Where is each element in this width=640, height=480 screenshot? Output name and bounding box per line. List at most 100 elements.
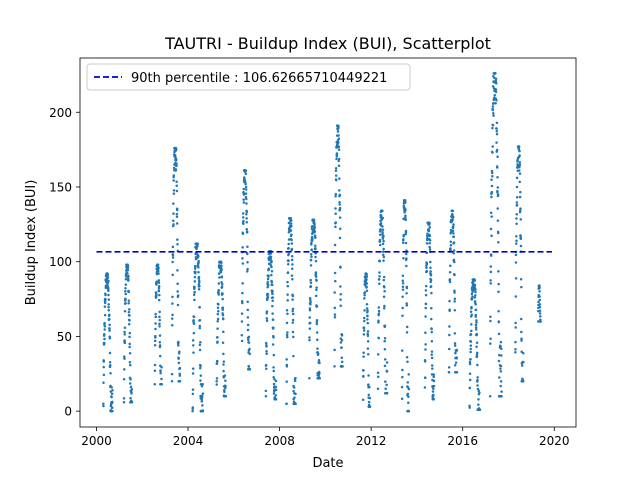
data-point xyxy=(423,360,427,363)
data-point xyxy=(271,283,274,287)
data-point xyxy=(130,387,134,391)
data-point xyxy=(196,242,199,246)
data-point xyxy=(538,286,541,290)
data-point xyxy=(424,289,428,292)
data-point xyxy=(470,313,474,317)
data-point xyxy=(428,238,432,242)
data-point xyxy=(494,79,498,83)
data-point xyxy=(340,356,344,359)
data-point xyxy=(449,247,452,250)
data-point xyxy=(193,267,197,270)
data-point xyxy=(111,400,114,404)
data-point xyxy=(335,157,338,161)
data-point xyxy=(128,351,132,355)
data-point xyxy=(489,279,492,282)
data-point xyxy=(520,364,524,367)
data-point xyxy=(287,238,291,241)
data-point xyxy=(109,372,112,375)
data-point xyxy=(381,232,384,236)
data-point xyxy=(309,302,312,306)
data-point xyxy=(240,300,244,303)
data-point xyxy=(194,270,197,274)
data-point xyxy=(290,258,294,262)
data-point xyxy=(455,371,459,374)
data-point xyxy=(197,271,200,274)
data-point xyxy=(171,253,175,257)
data-point xyxy=(520,330,523,334)
data-point xyxy=(470,292,474,296)
data-point xyxy=(265,317,269,320)
data-point xyxy=(499,364,503,368)
data-point xyxy=(469,357,472,361)
data-point xyxy=(128,345,131,349)
data-point xyxy=(339,293,342,296)
data-point xyxy=(492,112,495,115)
data-point xyxy=(272,353,276,357)
data-point xyxy=(292,386,296,389)
data-point xyxy=(424,331,427,335)
data-point xyxy=(172,166,176,170)
data-point xyxy=(289,217,293,220)
data-point xyxy=(497,353,501,357)
data-point xyxy=(376,353,380,356)
data-point xyxy=(491,126,494,130)
data-point xyxy=(244,195,248,199)
data-point xyxy=(177,340,180,344)
data-point xyxy=(217,272,221,275)
data-point xyxy=(286,284,290,288)
data-point xyxy=(407,395,410,399)
data-point xyxy=(273,378,276,381)
data-point xyxy=(285,309,289,312)
data-point xyxy=(334,207,337,210)
data-point xyxy=(215,377,219,380)
data-point xyxy=(176,282,179,286)
data-point xyxy=(401,375,404,379)
data-point xyxy=(176,243,179,246)
data-point xyxy=(515,239,518,242)
data-point xyxy=(175,222,179,225)
data-point xyxy=(158,322,161,326)
data-point xyxy=(217,303,220,306)
data-point xyxy=(201,382,204,386)
data-point xyxy=(241,262,245,265)
data-point xyxy=(266,280,269,284)
y-tick-label: 150 xyxy=(49,180,72,194)
data-point xyxy=(449,244,453,247)
data-point xyxy=(381,225,384,228)
data-point xyxy=(223,374,227,377)
data-point xyxy=(270,269,274,273)
data-point xyxy=(401,306,404,310)
data-point xyxy=(247,341,251,344)
data-point xyxy=(157,298,161,302)
x-tick-label: 2016 xyxy=(447,434,478,448)
legend-box xyxy=(86,63,411,91)
data-point xyxy=(158,354,162,358)
data-point xyxy=(172,212,175,215)
data-point xyxy=(199,374,203,377)
data-point xyxy=(491,145,494,148)
data-point xyxy=(294,376,297,380)
data-point xyxy=(178,366,182,370)
data-point xyxy=(217,289,221,292)
data-point xyxy=(432,379,436,383)
data-point xyxy=(376,387,380,391)
data-point xyxy=(285,402,288,405)
data-point xyxy=(381,250,385,254)
x-tick-label: 2020 xyxy=(539,434,570,448)
data-point xyxy=(197,266,200,269)
data-point xyxy=(430,353,433,356)
data-point xyxy=(157,281,161,284)
data-point xyxy=(489,254,493,257)
data-point xyxy=(430,350,434,353)
data-point xyxy=(193,298,196,302)
data-point xyxy=(494,88,498,91)
data-point xyxy=(158,310,161,314)
data-point xyxy=(123,341,127,345)
data-point xyxy=(198,319,202,322)
data-point xyxy=(378,282,381,285)
data-point xyxy=(337,126,340,129)
y-tick-label: 100 xyxy=(49,255,72,269)
data-point xyxy=(153,339,157,343)
data-point xyxy=(310,248,313,251)
data-point xyxy=(170,317,174,320)
